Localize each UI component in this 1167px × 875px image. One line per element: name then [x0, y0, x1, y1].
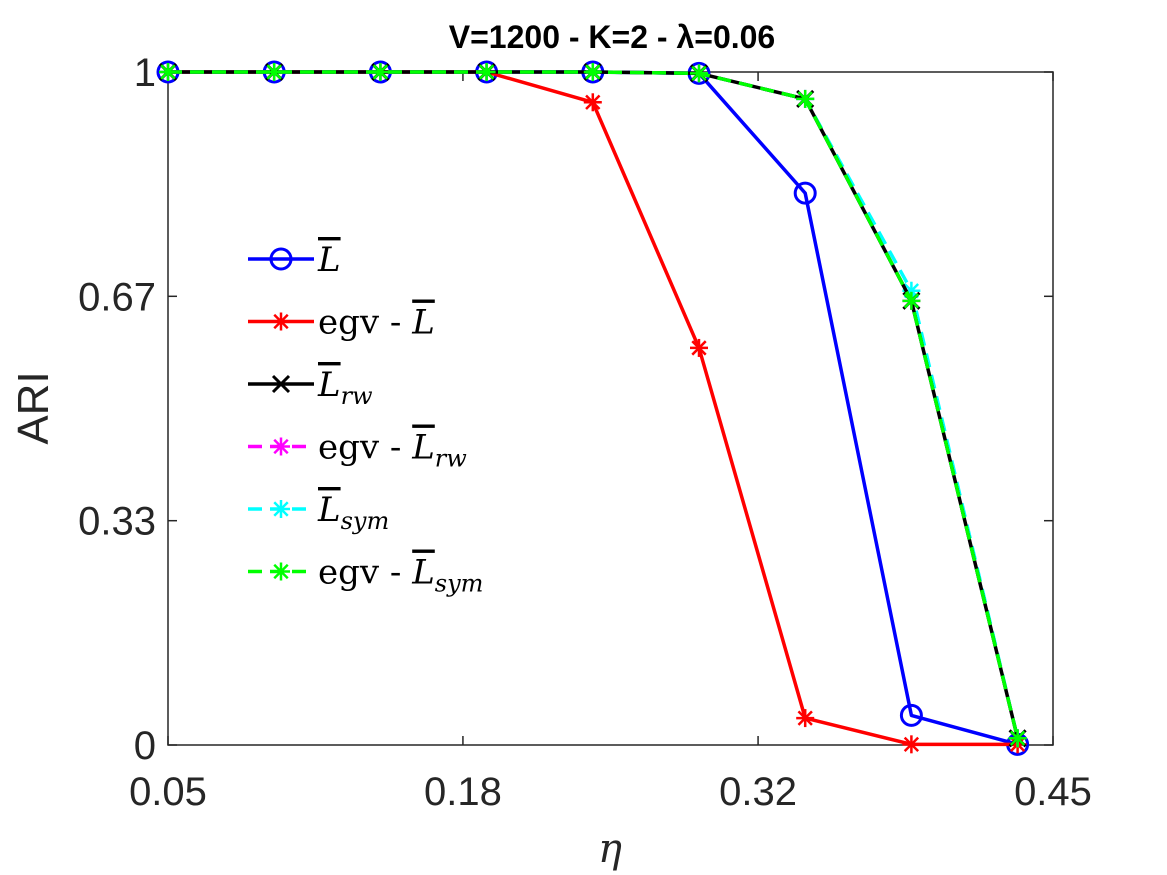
marker-stroke — [797, 91, 813, 107]
legend-prefix: egv - — [318, 553, 412, 593]
series-line — [168, 70, 1020, 739]
legend-entry: Lrw — [248, 365, 373, 410]
y-axis-label: ARI — [9, 371, 58, 444]
legend-entry: L — [248, 240, 341, 280]
data-point — [159, 63, 177, 81]
legend-prefix: egv - — [318, 428, 412, 468]
marker-stroke — [160, 64, 176, 80]
x-tick-label: 0.05 — [129, 770, 207, 814]
data-point — [583, 93, 602, 112]
legend-base: L — [411, 428, 435, 468]
legend-swatch-marker — [272, 562, 290, 581]
series-line — [168, 70, 1018, 747]
data-point — [796, 89, 815, 108]
legend-subscript: rw — [435, 445, 467, 473]
data-point — [902, 735, 921, 754]
legend-entry: egv - Lsym — [248, 553, 483, 598]
axis-ticks: 0.05 0.18 0.32 0.45 0 0.33 0.67 1 — [78, 51, 1092, 814]
marker-stroke — [273, 501, 289, 517]
marker-stroke — [903, 736, 920, 752]
legend-subscript: sym — [435, 570, 484, 598]
series-line — [168, 70, 1020, 739]
marker-stroke — [372, 64, 389, 80]
legend-base: L — [317, 240, 341, 280]
marker-stroke — [903, 293, 920, 309]
legend-swatch-marker — [272, 437, 290, 456]
x-tick-label: 0.32 — [719, 770, 797, 814]
series-layer — [156, 60, 1030, 756]
marker-stroke — [478, 64, 495, 80]
y-tick-label: 0.33 — [78, 500, 156, 544]
series-5 — [159, 63, 1027, 748]
marker-stroke — [273, 438, 289, 455]
marker-circle — [899, 703, 923, 727]
legend-label: Lsym — [317, 490, 389, 535]
x-tick-label: 0.18 — [424, 770, 502, 814]
marker-stroke — [273, 313, 289, 330]
x-axis-label: η — [598, 826, 622, 872]
data-point — [583, 63, 602, 81]
x-tick-label: 0.45 — [1014, 770, 1092, 814]
plot-area-frame — [167, 71, 1054, 746]
data-point — [690, 338, 708, 357]
legend-label: egv - Lrw — [318, 428, 467, 473]
legend-swatch-marker — [271, 374, 291, 394]
data-point — [899, 703, 923, 727]
y-tick-label: 1 — [134, 51, 156, 95]
marker-circle — [269, 247, 293, 271]
legend-base: L — [411, 553, 435, 593]
marker-stroke — [585, 64, 601, 80]
legend-label: L — [317, 240, 341, 280]
legend-label: egv - Lsym — [318, 553, 483, 598]
legend-base: L — [317, 490, 341, 530]
marker-stroke — [691, 65, 707, 81]
marker-stroke — [585, 94, 601, 110]
data-point — [796, 709, 815, 728]
marker-stroke — [266, 64, 282, 80]
legend-swatch-marker — [269, 247, 293, 271]
chart-title: V=1200 - K=2 - λ=0.06 — [449, 19, 775, 55]
marker-stroke — [691, 340, 707, 356]
series-line — [168, 70, 1020, 739]
data-point — [265, 63, 284, 81]
data-point — [371, 63, 390, 81]
data-point — [793, 181, 817, 205]
legend-label: egv - L — [318, 303, 435, 343]
legend-label: Lrw — [317, 365, 373, 410]
series-0 — [156, 60, 1030, 756]
legend-base: L — [411, 303, 435, 343]
marker-stroke — [273, 563, 289, 580]
data-point — [690, 64, 708, 83]
data-point — [477, 63, 496, 81]
legend-entry: egv - Lrw — [248, 428, 467, 473]
legend-subscript: sym — [341, 507, 390, 535]
legend-base: L — [317, 365, 341, 405]
data-point — [902, 291, 921, 310]
legend-prefix: egv - — [318, 303, 412, 343]
marker-stroke — [797, 710, 813, 726]
legend-swatch-marker — [272, 312, 290, 331]
legend-swatch-marker — [272, 500, 290, 518]
legend-entry: egv - L — [248, 303, 435, 343]
marker-stroke — [271, 374, 291, 394]
marker-circle — [793, 181, 817, 205]
legend-entry: Lsym — [248, 490, 389, 535]
legend-subscript: rw — [341, 382, 373, 410]
series-line — [168, 70, 1019, 747]
data-point — [1008, 729, 1027, 748]
y-tick-label: 0 — [134, 724, 156, 768]
marker-stroke — [1009, 730, 1026, 746]
series-line — [168, 70, 1020, 739]
y-tick-label: 0.67 — [78, 275, 156, 319]
